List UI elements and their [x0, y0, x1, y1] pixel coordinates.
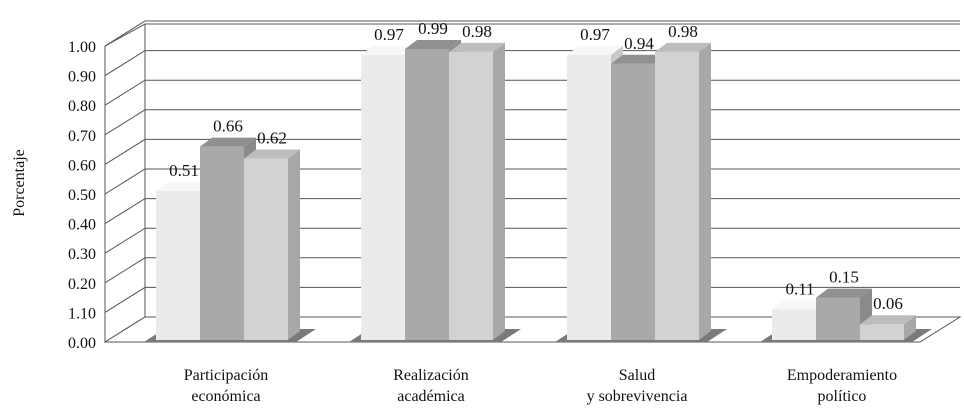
y-tick-label: 0.40: [68, 217, 96, 234]
bar: [449, 42, 505, 341]
bar-top: [772, 300, 828, 310]
y-tick-label: 0.90: [68, 69, 96, 86]
category-labels: Participación económica Realización académi…: [184, 367, 897, 405]
y-tick-labels: 0.00 1.10 0.20 0.30 0.40 0.50 0.60 0.70 0.80 0.90…: [68, 39, 96, 352]
y-tick-label: 1.10: [68, 305, 96, 322]
data-label: 0.66: [213, 117, 243, 136]
category-label: Salud y sobrevivencia: [587, 367, 688, 405]
bar-side: [288, 149, 300, 340]
bar: [860, 315, 916, 340]
bar-front: [244, 158, 288, 340]
bar: [655, 42, 711, 341]
data-label: 0.98: [462, 22, 492, 41]
bar-top: [156, 182, 212, 192]
data-label: 0.06: [873, 294, 903, 313]
bar-front: [816, 297, 860, 340]
bar: [244, 149, 300, 340]
y-axis-label: Porcentaje: [11, 149, 28, 217]
data-labels: 0.51 0.66 0.62 0.97 0.99 0.98 0.97 0.94 0.98 0.11…: [169, 19, 903, 313]
bar-front: [772, 309, 816, 340]
data-label: 0.97: [580, 25, 610, 44]
y-tick-label: 0.50: [68, 187, 96, 204]
grid-line: [104, 79, 960, 106]
category-label: Participación económica: [184, 367, 268, 405]
bar-top: [611, 54, 667, 64]
bar-top: [405, 39, 461, 49]
y-tick-label: 0.30: [68, 246, 96, 263]
data-label: 0.98: [668, 22, 698, 41]
y-tick-label: 0.80: [68, 98, 96, 115]
y-tick-label: 0.00: [68, 335, 96, 352]
bar-front: [567, 54, 611, 340]
bar-top: [860, 315, 916, 325]
bar-side: [904, 315, 916, 340]
y-tick-label: 1.00: [68, 39, 96, 56]
bar-front: [156, 191, 200, 340]
data-label: 0.51: [169, 161, 199, 180]
bar-top: [361, 45, 417, 55]
bar-top: [244, 149, 300, 159]
bar-front: [611, 63, 655, 340]
bar-front: [449, 51, 493, 341]
bars: [156, 39, 916, 341]
data-label: 0.15: [829, 268, 859, 287]
data-label: 0.11: [785, 279, 814, 298]
bar-front: [655, 51, 699, 341]
bar-front: [361, 54, 405, 340]
grid-line: [104, 50, 960, 77]
grid-lines: [104, 20, 960, 343]
bar-side: [493, 42, 505, 341]
data-label: 0.99: [418, 19, 448, 38]
y-tick-label: 0.60: [68, 157, 96, 174]
category-label: Realización académica: [393, 367, 469, 405]
bar-top: [567, 45, 623, 55]
y-tick-label: 0.20: [68, 276, 96, 293]
bar-top: [200, 137, 256, 147]
bar-top: [816, 288, 872, 298]
bar-top: [655, 42, 711, 52]
data-label: 0.97: [374, 25, 404, 44]
category-label: Empoderamiento político: [787, 367, 897, 405]
y-tick-label: 0.70: [68, 128, 96, 145]
data-label: 0.94: [624, 34, 654, 53]
bar-front: [405, 48, 449, 341]
grid-line: [104, 23, 960, 47]
bar-top: [449, 42, 505, 52]
grid-line: [104, 20, 960, 47]
bar-front: [200, 146, 244, 340]
data-label: 0.62: [257, 128, 287, 147]
bar-front: [860, 324, 904, 340]
bar-side: [699, 42, 711, 341]
